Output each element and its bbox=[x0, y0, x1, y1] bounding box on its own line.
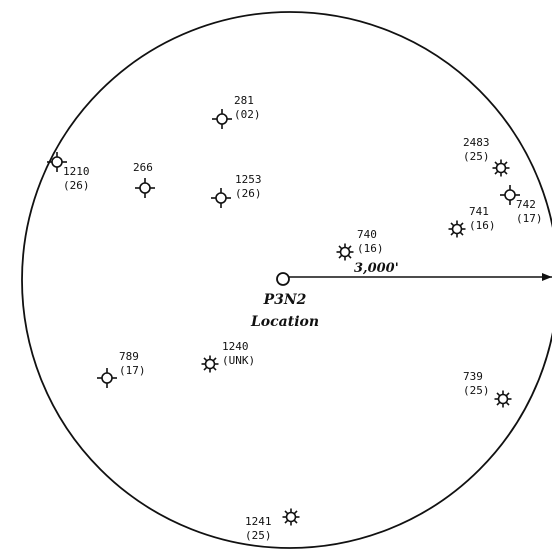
well-740: 740(16) bbox=[336, 228, 384, 261]
well-id-label: 740 bbox=[357, 228, 377, 241]
dry-hole-icon bbox=[97, 368, 117, 388]
well-code-label: (25) bbox=[245, 529, 272, 542]
well-id-label: 789 bbox=[119, 350, 139, 363]
well-code-label: (25) bbox=[463, 384, 490, 397]
well-id-label: 281 bbox=[234, 94, 254, 107]
scale-label: 3,000' bbox=[354, 261, 399, 276]
well-id-label: 742 bbox=[516, 198, 536, 211]
dry-hole-icon bbox=[211, 188, 231, 208]
well-code-label: (UNK) bbox=[222, 354, 255, 367]
scale-radius: 3,000' bbox=[289, 261, 552, 281]
well-266: 266 bbox=[133, 161, 155, 198]
location-label-name: P3N2 bbox=[263, 292, 307, 308]
location-label-caption: Location bbox=[250, 314, 319, 330]
dry-hole-icon bbox=[135, 178, 155, 198]
wells-layer: 281(02)1210(26)2661253(26)2483(25)742(17… bbox=[47, 94, 543, 542]
well-id-label: 266 bbox=[133, 161, 153, 174]
gas-well-icon bbox=[492, 159, 510, 177]
dry-hole-icon bbox=[47, 152, 67, 172]
well-281: 281(02) bbox=[212, 94, 261, 129]
well-id-label: 1210 bbox=[63, 165, 90, 178]
well-789: 789(17) bbox=[97, 350, 146, 388]
well-1210: 1210(26) bbox=[47, 152, 90, 192]
gas-well-icon bbox=[336, 243, 354, 261]
well-1240: 1240(UNK) bbox=[201, 340, 255, 373]
gas-well-icon bbox=[494, 390, 512, 408]
well-2483: 2483(25) bbox=[463, 136, 510, 177]
well-739: 739(25) bbox=[463, 370, 512, 408]
well-id-label: 1240 bbox=[222, 340, 249, 353]
well-id-label: 1253 bbox=[235, 173, 262, 186]
well-1253: 1253(26) bbox=[211, 173, 262, 208]
radius-boundary-circle bbox=[21, 11, 552, 549]
well-code-label: (17) bbox=[516, 212, 543, 225]
well-code-label: (16) bbox=[357, 242, 384, 255]
gas-well-icon bbox=[448, 220, 466, 238]
well-code-label: (25) bbox=[463, 150, 490, 163]
dry-hole-icon bbox=[212, 109, 232, 129]
well-id-label: 2483 bbox=[463, 136, 490, 149]
well-1241: 1241(25) bbox=[245, 508, 300, 542]
well-code-label: (26) bbox=[63, 179, 90, 192]
well-741: 741(16) bbox=[448, 205, 496, 238]
gas-well-icon bbox=[201, 355, 219, 373]
gas-well-icon bbox=[282, 508, 300, 526]
well-id-label: 741 bbox=[469, 205, 489, 218]
well-code-label: (17) bbox=[119, 364, 146, 377]
p3n2-location: P3N2 Location bbox=[250, 272, 319, 330]
well-id-label: 739 bbox=[463, 370, 483, 383]
well-id-label: 1241 bbox=[245, 515, 272, 528]
dry-hole-icon bbox=[500, 185, 520, 205]
well-code-label: (16) bbox=[469, 219, 496, 232]
well-742: 742(17) bbox=[500, 185, 543, 225]
well-code-label: (26) bbox=[235, 187, 262, 200]
well-code-label: (02) bbox=[234, 108, 261, 121]
location-marker-icon bbox=[276, 272, 290, 286]
